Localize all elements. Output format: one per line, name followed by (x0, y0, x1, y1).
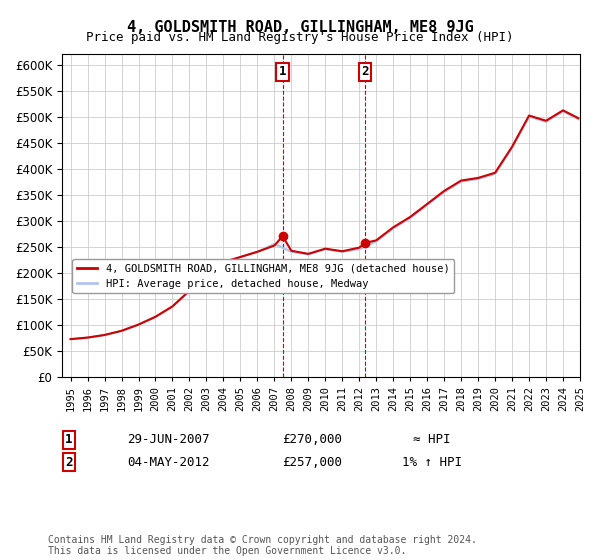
Text: Price paid vs. HM Land Registry's House Price Index (HPI): Price paid vs. HM Land Registry's House … (86, 31, 514, 44)
Legend: 4, GOLDSMITH ROAD, GILLINGHAM, ME8 9JG (detached house), HPI: Average price, det: 4, GOLDSMITH ROAD, GILLINGHAM, ME8 9JG (… (73, 259, 454, 293)
Text: ≈ HPI: ≈ HPI (413, 433, 451, 446)
Text: £270,000: £270,000 (282, 433, 342, 446)
Text: 2: 2 (361, 66, 369, 78)
Text: 1: 1 (65, 433, 73, 446)
Text: Contains HM Land Registry data © Crown copyright and database right 2024.
This d: Contains HM Land Registry data © Crown c… (48, 535, 477, 557)
Text: £257,000: £257,000 (282, 455, 342, 469)
Text: 04-MAY-2012: 04-MAY-2012 (127, 455, 209, 469)
Text: 1: 1 (279, 66, 286, 78)
Text: 29-JUN-2007: 29-JUN-2007 (127, 433, 209, 446)
Text: 1% ↑ HPI: 1% ↑ HPI (402, 455, 462, 469)
Text: 4, GOLDSMITH ROAD, GILLINGHAM, ME8 9JG: 4, GOLDSMITH ROAD, GILLINGHAM, ME8 9JG (127, 20, 473, 35)
Text: 2: 2 (65, 455, 73, 469)
